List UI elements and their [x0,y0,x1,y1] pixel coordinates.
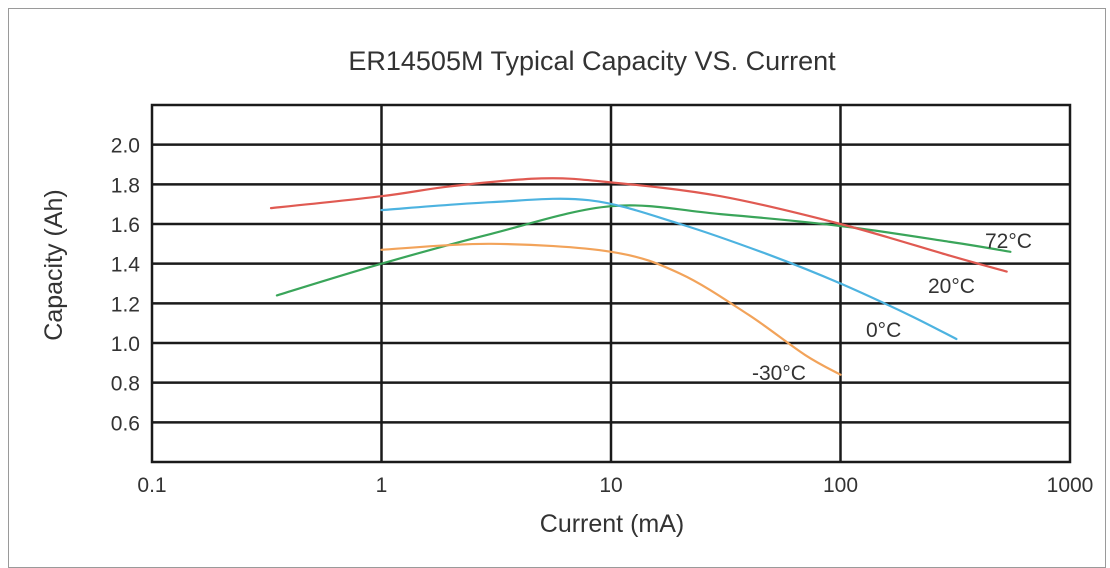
x-tick-label: 10 [599,474,622,497]
y-tick-label: 0.8 [111,373,140,396]
y-tick-label: 1.6 [111,214,140,237]
series-line-72c [275,204,1012,297]
x-tick-label: 100 [823,474,858,497]
x-tick-label: 0.1 [137,474,166,497]
y-tick-label: 1.4 [111,254,141,277]
series-line-20c [269,177,1008,273]
label-0c: 0°C [866,319,901,342]
series-line-0c [380,197,958,341]
y-axis-label: Capacity (Ah) [40,189,68,340]
series-labels: 72°C 20°C 0°C -30°C [752,230,1032,385]
x-axis-label: Current (mA) [540,510,684,538]
tick-labels: 0.6 0.8 1.0 1.2 1.4 1.6 1.8 2.0 0.1 1 10 100 1000 [111,135,1094,497]
chart-title: ER14505M Typical Capacity VS. Current [348,46,836,76]
capacity-vs-current-chart: ER14505M Typical Capacity VS. Current Cu… [40,46,1094,538]
chart-frame [8,8,1106,568]
series-line-minus30c [380,242,842,376]
label-20c: 20°C [928,275,975,298]
y-tick-label: 1.2 [111,293,140,316]
x-tick-label: 1 [376,474,388,497]
label-72c: 72°C [985,230,1032,253]
y-tick-label: 1.0 [111,333,140,356]
y-tick-label: 1.8 [111,174,140,197]
y-tick-label: 0.6 [111,412,140,435]
x-tick-label: 1000 [1047,474,1094,497]
grid [150,103,1072,464]
series-lines [269,177,1012,376]
label-minus30c: -30°C [752,362,806,385]
y-tick-label: 2.0 [111,135,140,158]
